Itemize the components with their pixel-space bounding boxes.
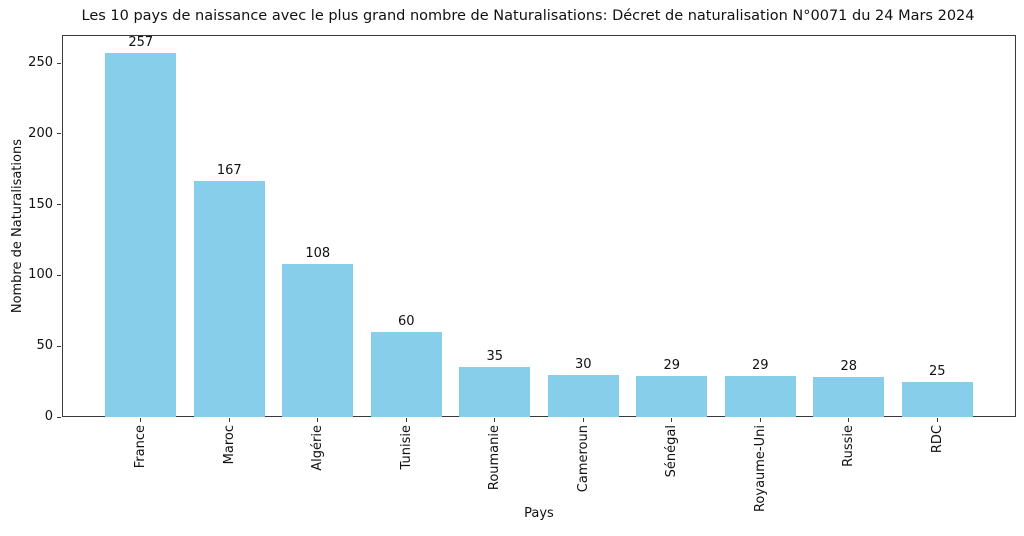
x-tick-mark [317, 418, 319, 422]
bar-value-label: 25 [928, 363, 946, 379]
x-tick-label-text: RDC [929, 425, 945, 454]
y-tick-label: 100 [28, 267, 53, 283]
x-tick-label-text: Tunisie [398, 425, 414, 470]
x-tick-label: France [130, 425, 152, 468]
x-tick-label-text: Cameroun [575, 425, 591, 493]
bar-value-label: 29 [663, 357, 680, 373]
bar [459, 367, 531, 417]
bar [547, 374, 619, 417]
x-tick-mark [405, 418, 407, 422]
y-tick-mark [57, 62, 61, 64]
y-tick-mark [57, 274, 61, 276]
bar [370, 332, 442, 417]
y-axis-label: Nombre de Naturalisations [6, 35, 28, 417]
x-tick-label: Tunisie [395, 425, 417, 469]
bar [282, 264, 354, 417]
x-tick-label: Roumanie [484, 425, 506, 490]
x-tick-mark [759, 418, 761, 422]
y-tick-label: 250 [28, 55, 53, 71]
y-tick-label: 150 [28, 196, 53, 212]
bar [636, 375, 708, 417]
x-tick-label-text: Maroc [221, 425, 237, 465]
y-tick-mark [57, 345, 61, 347]
x-tick-label: Algérie [307, 425, 329, 471]
bar [813, 377, 885, 417]
x-tick-mark [140, 418, 142, 422]
x-tick-label: Sénégal [661, 425, 683, 477]
x-tick-label: Cameroun [572, 425, 594, 492]
bar [901, 381, 973, 417]
x-tick-mark [936, 418, 938, 422]
bar-value-label: 29 [751, 357, 769, 373]
bar [105, 53, 177, 417]
x-axis-label: Pays [524, 506, 554, 521]
bar-value-label: 30 [574, 356, 592, 372]
bar-value-label: 28 [840, 359, 857, 375]
y-tick-mark [57, 133, 61, 135]
y-tick-label: 0 [44, 409, 53, 424]
x-tick-mark [671, 418, 673, 422]
x-tick-mark [494, 418, 496, 422]
x-tick-mark [582, 418, 584, 422]
bar-value-label: 108 [305, 246, 331, 262]
x-tick-label-text: France [133, 425, 149, 469]
bar-value-label: 257 [128, 35, 154, 51]
x-tick-label-text: Royaume-Uni [752, 425, 768, 513]
x-tick-label: RDC [926, 425, 948, 453]
x-tick-label: Russie [838, 425, 860, 467]
x-tick-mark [848, 418, 850, 422]
y-tick-mark [57, 204, 61, 206]
bar [193, 180, 265, 417]
bar-value-label: 167 [216, 162, 242, 178]
chart-title: Les 10 pays de naissance avec le plus gr… [81, 8, 975, 24]
bar [724, 375, 796, 417]
x-tick-label-text: Algérie [310, 425, 326, 471]
x-tick-label-text: Sénégal [664, 425, 680, 478]
bar-value-label: 35 [486, 349, 504, 365]
x-tick-label-text: Roumanie [487, 425, 503, 491]
y-tick-label: 200 [28, 125, 53, 141]
x-tick-label-text: Russie [841, 425, 857, 467]
bar-value-label: 60 [397, 314, 415, 330]
x-tick-label: Royaume-Uni [749, 425, 771, 512]
y-tick-label: 50 [36, 338, 53, 354]
x-tick-mark [228, 418, 230, 422]
x-tick-label: Maroc [218, 425, 240, 464]
y-axis-label-text: Nombre de Naturalisations [9, 138, 25, 314]
y-tick-mark [57, 416, 61, 418]
